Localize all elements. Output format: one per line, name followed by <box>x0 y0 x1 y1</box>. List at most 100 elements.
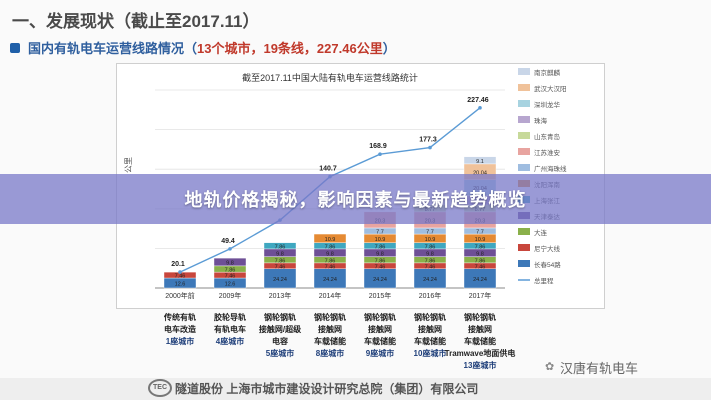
company-logo: TEC <box>148 379 172 397</box>
legend-label: 广州海珠线 <box>534 164 567 173</box>
segment-label: 24.24 <box>273 277 287 283</box>
legend-label: 大连 <box>534 228 548 237</box>
legend-label: 武汉大汉阳 <box>534 84 567 93</box>
total-label: 177.3 <box>419 137 437 144</box>
annotation-line: 钢轮钢轨 <box>314 312 346 322</box>
annotation-line: 接触网 <box>368 324 392 334</box>
segment-label: 9.8 <box>426 251 434 257</box>
legend-swatch <box>518 68 530 75</box>
logo-text: TEC <box>153 384 167 391</box>
segment-label: 10.9 <box>425 237 436 243</box>
segment-label: 7.86 <box>375 258 386 264</box>
annotation-line: 电车改造 <box>164 324 196 334</box>
page-title: 一、发展现状（截止至2017.11） <box>12 12 260 31</box>
annotation-line: 8座城市 <box>316 348 344 358</box>
footer-text: 隧道股份 上海市城市建设设计研究总院（集团）有限公司 <box>175 382 479 396</box>
annotation-line: 接触网 <box>418 324 442 334</box>
title-banner: 地轨价格揭秘，影响因素与最新趋势概览 <box>0 174 711 224</box>
total-point <box>428 145 432 150</box>
legend-label: 山东青岛 <box>534 132 560 141</box>
chart-title: 截至2017.11中国大陆有轨电车运营线路统计 <box>242 72 418 83</box>
total-label: 168.9 <box>369 143 387 150</box>
x-tick-label: 2017年 <box>469 291 492 300</box>
segment-label: 7.86 <box>475 244 486 250</box>
annotation-line: 1座城市 <box>166 336 194 346</box>
annotation-line: 车载储能 <box>414 336 446 346</box>
segment-label: 24.24 <box>473 277 487 283</box>
annotation-line: 9座城市 <box>366 348 394 358</box>
legend-swatch <box>518 228 530 235</box>
segment-label: 12.6 <box>225 282 236 288</box>
annotation-line: 车载储能 <box>314 336 346 346</box>
segment-label: 12.6 <box>175 282 186 288</box>
segment-label: 24.24 <box>423 277 437 283</box>
total-label: 140.7 <box>319 166 337 173</box>
annotation-line: 有轨电车 <box>214 324 246 334</box>
annotation-line: 接触网 <box>468 324 492 334</box>
segment-label: 24.24 <box>373 277 387 283</box>
x-tick-label: 2000年前 <box>165 291 195 300</box>
annotation-line: 4座城市 <box>216 336 244 346</box>
segment-label: 7.46 <box>475 264 486 270</box>
segment-label: 7.86 <box>425 258 436 264</box>
legend-label: 南京麒麟 <box>534 68 561 77</box>
subtitle-prefix: 国内有轨电车运营线路情况（ <box>28 41 198 56</box>
annotation-line: 传统有轨 <box>163 312 196 322</box>
annotation-line: 13座城市 <box>464 360 497 370</box>
bar-segment <box>263 242 297 250</box>
legend-swatch <box>518 84 530 91</box>
annotation-line: 钢轮钢轨 <box>414 312 446 322</box>
segment-label: 7.46 <box>175 274 186 280</box>
legend-swatch <box>518 164 530 171</box>
segment-label: 9.8 <box>276 251 284 257</box>
segment-label: 7.86 <box>225 267 236 273</box>
y-axis-label: 公里 <box>124 157 133 173</box>
segment-label: 7.86 <box>275 258 286 264</box>
segment-label: 24.24 <box>323 277 337 283</box>
segment-label: 7.86 <box>425 244 436 250</box>
segment-label: 7.86 <box>475 258 486 264</box>
annotation-line: 钢轮钢轨 <box>264 312 296 322</box>
legend-swatch <box>518 244 530 251</box>
legend-label: 江苏淮安 <box>534 148 561 157</box>
x-tick-label: 2013年 <box>269 291 292 300</box>
segment-label: 9.8 <box>226 261 234 267</box>
x-tick-label: 2015年 <box>369 291 392 300</box>
watermark-text: 汉唐有轨电车 <box>560 361 639 376</box>
banner-title: 地轨价格揭秘，影响因素与最新趋势概览 <box>184 190 527 210</box>
x-tick-label: 2009年 <box>219 291 242 300</box>
bar-segment <box>313 233 347 243</box>
annotation-line: 钢轮钢轨 <box>464 312 496 322</box>
bullet-square-icon <box>10 43 20 53</box>
segment-label: 10.9 <box>325 237 336 243</box>
segment-label: 9.8 <box>476 251 484 257</box>
subtitle-highlight: 13个城市，19条线，227.46公里 <box>197 41 383 56</box>
segment-label: 9.8 <box>326 251 334 257</box>
total-label: 49.4 <box>221 238 235 245</box>
segment-label: 10.9 <box>375 237 386 243</box>
slide-subtitle: 国内有轨电车运营线路情况（13个城市，19条线，227.46公里） <box>28 38 396 57</box>
wechat-icon: ✿ <box>545 361 555 373</box>
bar-segment <box>213 257 247 267</box>
segment-label: 7.46 <box>425 264 436 270</box>
legend-label: 深圳龙华 <box>534 100 561 109</box>
total-point <box>478 106 482 110</box>
annotation-line: 胶轮导轨 <box>214 312 246 322</box>
legend-swatch <box>518 100 530 107</box>
bar-segment <box>463 156 497 165</box>
annotation-line: 接触网/超级 <box>259 324 302 334</box>
legend-swatch <box>518 116 530 123</box>
segment-label: 7.46 <box>225 274 236 280</box>
segment-label: 7.46 <box>375 264 386 270</box>
x-tick-label: 2014年 <box>319 291 342 300</box>
legend-label: 总里程 <box>534 276 554 285</box>
legend-swatch <box>518 260 530 267</box>
total-label: 20.1 <box>171 261 185 268</box>
segment-label: 7.86 <box>325 258 336 264</box>
segment-label: 7.7 <box>376 229 384 235</box>
annotation-line: 10座城市 <box>414 348 447 358</box>
subtitle-suffix: ） <box>382 41 396 56</box>
annotation-line: 钢轮钢轨 <box>364 312 396 322</box>
total-point <box>228 247 232 251</box>
legend-swatch <box>518 148 530 155</box>
